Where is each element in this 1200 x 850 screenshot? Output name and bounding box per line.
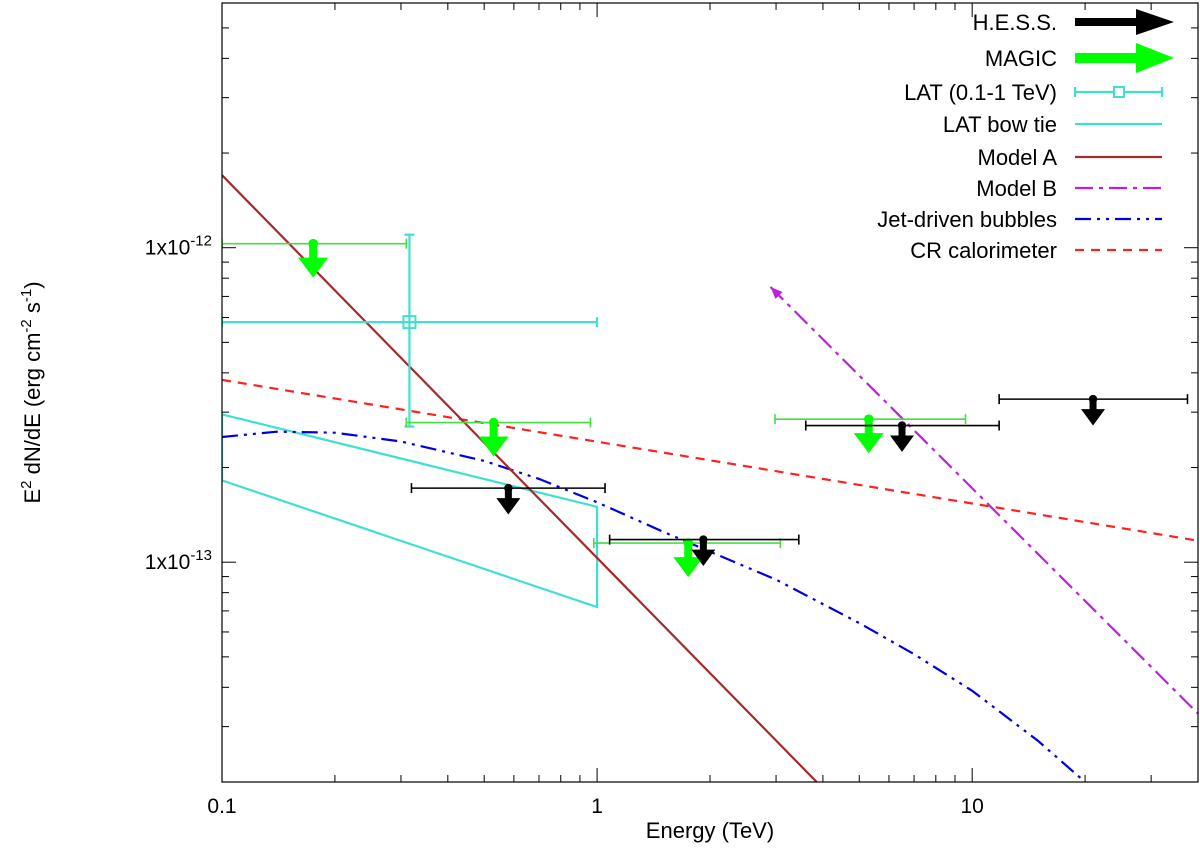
y-label-exp2: 2 — [18, 481, 35, 489]
legend-label-hess: H.E.S.S. — [973, 10, 1057, 35]
hess-upper-limit — [410, 483, 606, 515]
y-label-e: E — [20, 489, 45, 504]
x-tick-label: 1 — [591, 795, 603, 818]
jet-bubbles-line — [222, 430, 1086, 782]
legend-label-jet: Jet-driven bubbles — [877, 207, 1057, 232]
model-b-line — [769, 286, 1198, 715]
legend-label-lat: LAT (0.1-1 TeV) — [904, 80, 1057, 105]
y-label-expm1: -1 — [18, 289, 35, 302]
legend-sample-hess-head — [1136, 9, 1174, 35]
hess-upper-limit-arrowhead — [691, 549, 716, 566]
legend-label-model_b: Model B — [976, 176, 1057, 201]
y-tick-mantissa: 1x10 — [145, 237, 191, 260]
data-points — [222, 233, 1189, 578]
magic-upper-limit-arrowhead — [853, 433, 884, 454]
legend: H.E.S.S. MAGIC LAT (0.1-1 TeV) LAT bow tie M… — [877, 9, 1174, 263]
magic-upper-limit — [405, 417, 592, 457]
axis-ticks — [221, 2, 1199, 783]
magic-upper-limit — [592, 538, 782, 578]
y-tick-label: 1x10-13 — [145, 547, 212, 574]
magic-upper-limit — [774, 414, 967, 454]
y-label-expm2: -2 — [18, 319, 35, 332]
legend-sample-magic-head — [1136, 43, 1174, 73]
magic-upper-limit-arrowhead — [673, 557, 704, 578]
hess-upper-limit — [998, 394, 1189, 426]
y-label-close: ) — [20, 281, 45, 288]
lat-point-marker — [402, 315, 417, 330]
hess-upper-limit-arrowhead — [890, 435, 915, 452]
magic-upper-limit-arrowhead — [478, 436, 509, 457]
y-tick-exponent: -12 — [190, 233, 212, 250]
hess-upper-limit-arrowhead — [496, 498, 521, 515]
cr-calorimeter-line — [222, 378, 1198, 542]
y-label-s: s — [20, 302, 45, 319]
lat-bowtie — [222, 413, 599, 609]
magic-upper-limit — [222, 238, 408, 278]
y-tick-mantissa: 1x10 — [145, 551, 191, 574]
legend-label-magic: MAGIC — [985, 46, 1057, 71]
hess-upper-limit-arrowhead — [1081, 409, 1106, 426]
legend-label-model_a: Model A — [978, 145, 1058, 170]
x-axis-label: Energy (TeV) — [646, 818, 774, 843]
model-a-line — [222, 174, 818, 782]
x-tick-label: 10 — [960, 795, 983, 818]
x-tick-label: 0.1 — [207, 795, 236, 818]
legend-label-cr: CR calorimeter — [910, 238, 1057, 263]
hess-upper-limit — [608, 534, 800, 566]
y-tick-label: 1x10-12 — [145, 233, 212, 260]
legend-label-bowtie: LAT bow tie — [943, 112, 1057, 137]
y-label-dnde: dN/dE (erg cm — [20, 333, 45, 481]
lat-point — [222, 233, 599, 428]
model-curves — [222, 174, 1198, 782]
legend-sample-lat-marker — [1113, 86, 1125, 98]
magic-upper-limit-arrowhead — [298, 257, 329, 278]
model-b-arrowhead — [770, 287, 783, 300]
y-tick-exponent: -13 — [190, 547, 212, 564]
hess-upper-limit — [804, 420, 1000, 452]
y-axis-label: E2 dN/dE (erg cm-2 s-1) — [18, 281, 45, 503]
